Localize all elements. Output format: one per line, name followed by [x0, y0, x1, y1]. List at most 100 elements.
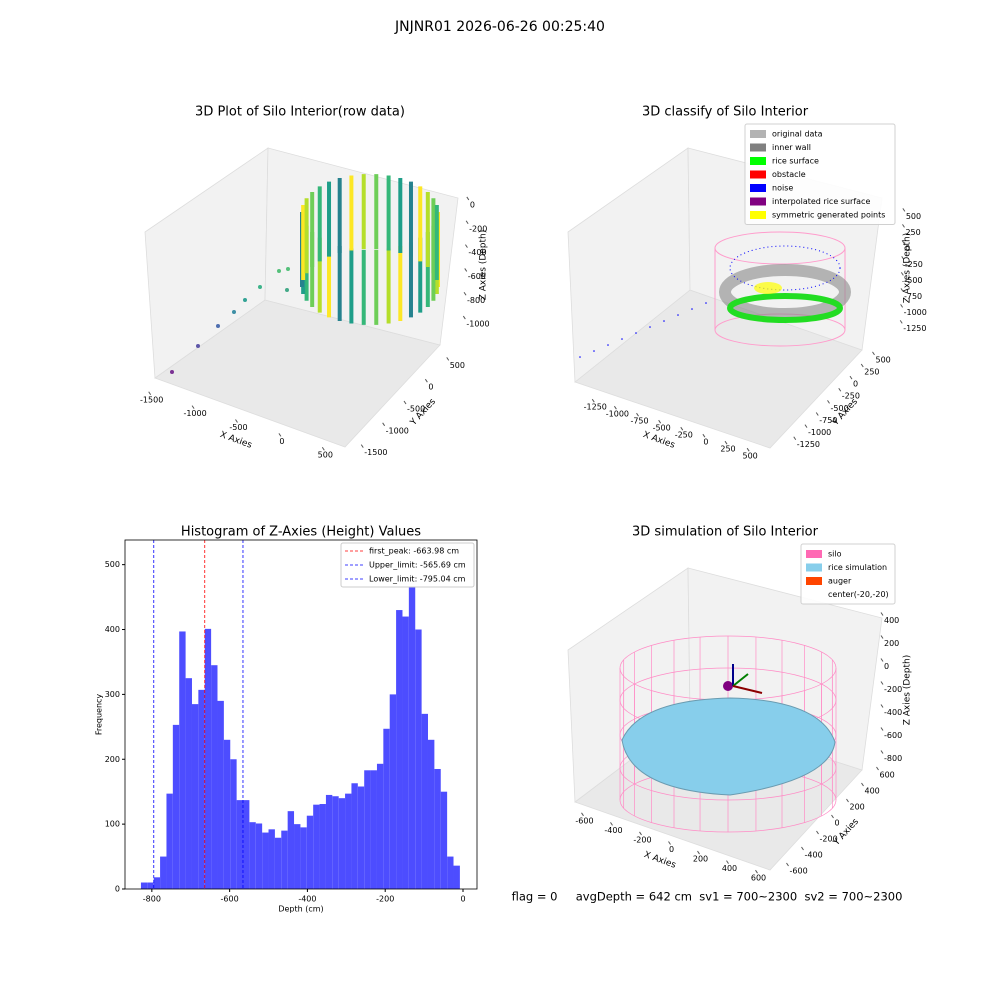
hist-bar	[179, 631, 186, 889]
x-tick-label: -800	[143, 895, 161, 904]
tick-mark	[591, 398, 595, 403]
legend-swatch	[750, 130, 766, 138]
hist-bar	[166, 793, 173, 889]
z-tick-label: -600	[468, 272, 486, 281]
z-axis-label: Z Axies (Depth)	[903, 233, 913, 304]
noise-point	[579, 356, 581, 358]
hist-bar	[230, 759, 237, 889]
legend-swatch	[806, 550, 822, 558]
tick-mark	[880, 635, 884, 639]
tick-mark	[900, 288, 904, 292]
z-tick-label: -250	[905, 260, 923, 269]
figure-title: JNJNR01 2026-06-26 00:25:40	[394, 19, 605, 35]
tick-mark	[462, 315, 466, 320]
hist-bar	[421, 713, 428, 889]
axis-arrow	[732, 685, 763, 694]
tick-mark	[793, 436, 797, 441]
legend-label: auger	[828, 577, 852, 586]
z-tick-label: 0	[905, 244, 910, 253]
noise-point	[649, 326, 651, 328]
hist-bar	[408, 558, 416, 889]
hist-bar	[415, 629, 422, 889]
x-tick-label: -1500	[140, 395, 163, 404]
y-axis-label: Frequency	[95, 694, 104, 736]
noise-point	[593, 350, 595, 352]
hist-bar	[370, 770, 377, 889]
hist-bar	[325, 794, 333, 889]
tick-mark	[899, 320, 903, 324]
panel-title: 3D Plot of Silo Interior(row data)	[195, 105, 405, 120]
outlier-point	[170, 370, 174, 374]
z-tick-label: -750	[904, 292, 922, 301]
hist-bar	[185, 678, 192, 889]
outlier-point	[277, 269, 281, 273]
x-tick-label: 400	[722, 864, 737, 873]
outlier-point	[286, 267, 290, 271]
z-tick-label: 0	[884, 662, 889, 671]
hist-bar	[402, 616, 409, 889]
x-tick-label: 600	[751, 874, 766, 883]
y-tick-label: -500	[831, 404, 849, 413]
hist-bar	[453, 865, 460, 889]
legend-box	[340, 542, 475, 588]
hist-bar	[255, 823, 263, 889]
hist-bar	[223, 739, 231, 889]
x-tick-label: 0	[703, 438, 708, 447]
tick-mark	[613, 405, 617, 410]
hist-bar	[249, 822, 256, 889]
x-tick-label: -250	[675, 431, 693, 440]
tick-mark	[746, 447, 750, 452]
tick-mark	[658, 419, 662, 424]
hist-bar	[274, 837, 282, 889]
x-tick-label: -200	[633, 835, 651, 844]
tick-mark	[786, 862, 789, 867]
tick-mark	[846, 798, 849, 803]
hist-bar	[300, 827, 307, 889]
y-tick-label: 300	[105, 690, 120, 699]
x-tick-label: 500	[318, 451, 333, 460]
tick-mark	[876, 766, 879, 771]
tick-mark	[726, 860, 729, 864]
tick-mark	[235, 419, 238, 423]
hist-bar	[427, 739, 435, 889]
tick-mark	[815, 412, 819, 416]
hist-bar	[357, 786, 365, 889]
hist-bar	[447, 856, 454, 889]
y-tick-label: -600	[790, 867, 808, 876]
outlier-point	[232, 310, 236, 314]
hist-bar	[268, 829, 275, 889]
y-tick-label: 400	[105, 625, 120, 634]
tick-mark	[360, 444, 364, 448]
legend-label: center(-20,-20)	[828, 590, 889, 599]
y-tick-label: 400	[865, 787, 880, 796]
noise-cloud	[729, 245, 841, 291]
y-tick-label: -400	[805, 851, 823, 860]
tick-mark	[639, 831, 642, 836]
legend-swatch	[750, 170, 766, 179]
z-tick-label: -400	[884, 708, 902, 717]
hist-bar	[281, 830, 288, 889]
tick-mark	[827, 400, 830, 404]
x-tick-label: -1250	[584, 403, 607, 412]
tick-mark	[801, 846, 804, 851]
tick-mark	[901, 256, 905, 260]
x-tick-label: -1000	[183, 409, 206, 418]
x-tick-label: -750	[630, 417, 648, 426]
hist-bar	[338, 798, 346, 889]
hist-bar	[204, 628, 212, 889]
x-tick-label: 250	[720, 445, 735, 454]
tick-mark	[464, 268, 468, 272]
tick-mark	[872, 351, 875, 356]
y-tick-label: 500	[876, 355, 891, 364]
panel-title: 3D classify of Silo Interior	[642, 105, 809, 120]
z-tick-label: 200	[884, 639, 899, 648]
y-tick-label: -1250	[797, 440, 820, 449]
tick-mark	[636, 412, 639, 417]
y-tick-label: 200	[105, 755, 120, 764]
y-tick-label: 0	[115, 885, 120, 894]
x-tick-label: -400	[604, 826, 622, 835]
legend-label: Upper_limit: -565.69 cm	[369, 561, 466, 570]
hist-bar	[147, 882, 154, 889]
tick-mark	[755, 869, 758, 874]
z-tick-label: 250	[905, 228, 920, 237]
